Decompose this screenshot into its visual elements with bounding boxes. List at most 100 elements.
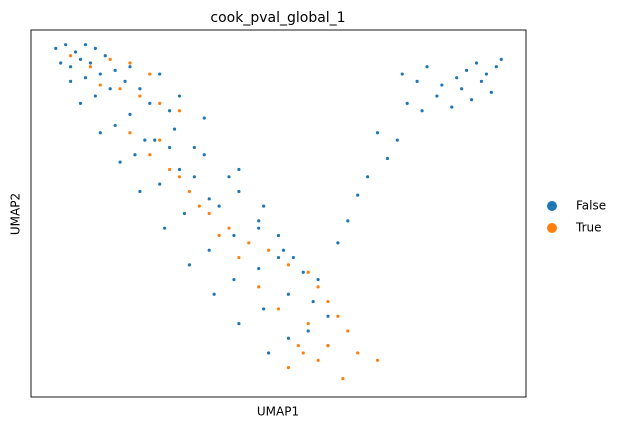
point bbox=[326, 344, 330, 348]
point bbox=[69, 65, 73, 69]
point bbox=[341, 377, 345, 381]
point bbox=[276, 307, 281, 311]
legend-marker bbox=[547, 223, 557, 233]
point bbox=[128, 112, 132, 117]
point bbox=[237, 189, 241, 194]
point bbox=[78, 101, 83, 105]
point bbox=[267, 248, 271, 252]
point bbox=[148, 72, 152, 76]
point bbox=[83, 76, 88, 80]
point bbox=[257, 266, 261, 271]
point bbox=[158, 138, 162, 142]
point bbox=[93, 46, 97, 50]
point bbox=[301, 270, 305, 274]
point bbox=[172, 127, 177, 131]
point bbox=[336, 241, 340, 245]
point bbox=[108, 87, 112, 91]
point bbox=[73, 50, 78, 54]
point bbox=[177, 94, 182, 98]
point bbox=[158, 101, 162, 105]
point bbox=[346, 219, 350, 223]
point bbox=[316, 358, 320, 362]
point bbox=[133, 153, 137, 157]
point bbox=[306, 270, 310, 274]
point bbox=[435, 94, 439, 98]
point bbox=[168, 167, 172, 172]
point bbox=[356, 193, 360, 197]
point bbox=[286, 263, 290, 267]
point bbox=[276, 255, 281, 260]
point bbox=[113, 68, 117, 72]
point bbox=[232, 277, 236, 282]
point bbox=[108, 57, 112, 61]
point bbox=[326, 314, 330, 318]
point bbox=[450, 105, 454, 109]
point bbox=[148, 101, 152, 105]
point bbox=[296, 344, 300, 348]
point bbox=[78, 57, 83, 61]
legend: False True bbox=[547, 199, 606, 235]
point bbox=[98, 131, 102, 135]
point bbox=[177, 167, 182, 172]
point bbox=[207, 248, 211, 252]
point bbox=[83, 43, 88, 47]
point bbox=[326, 299, 330, 304]
point bbox=[148, 153, 152, 157]
point bbox=[257, 226, 261, 230]
point bbox=[474, 61, 479, 65]
point bbox=[138, 87, 142, 91]
point bbox=[98, 83, 102, 87]
point bbox=[281, 248, 286, 252]
point bbox=[316, 277, 320, 282]
point bbox=[385, 156, 389, 161]
point bbox=[177, 175, 182, 179]
point bbox=[465, 68, 469, 72]
point bbox=[182, 211, 187, 216]
point bbox=[400, 72, 404, 76]
point bbox=[237, 255, 241, 260]
point bbox=[257, 219, 261, 223]
points bbox=[54, 43, 503, 381]
point bbox=[479, 79, 484, 83]
point bbox=[366, 175, 370, 179]
point bbox=[469, 98, 474, 102]
point bbox=[257, 285, 261, 289]
point bbox=[158, 182, 162, 186]
point bbox=[262, 307, 266, 311]
point bbox=[187, 189, 191, 194]
point bbox=[168, 109, 172, 113]
point bbox=[192, 145, 196, 150]
point bbox=[311, 299, 315, 304]
point bbox=[118, 160, 122, 164]
point bbox=[247, 241, 251, 245]
point bbox=[59, 61, 63, 65]
point bbox=[69, 54, 73, 58]
point bbox=[489, 90, 493, 94]
point bbox=[425, 65, 429, 69]
point bbox=[455, 76, 459, 80]
point bbox=[291, 255, 295, 260]
plot-frame bbox=[30, 29, 527, 398]
point bbox=[64, 43, 68, 47]
point bbox=[128, 61, 132, 65]
point bbox=[316, 285, 320, 289]
point bbox=[98, 72, 102, 76]
point bbox=[158, 72, 162, 76]
point bbox=[93, 94, 97, 98]
point bbox=[499, 57, 503, 61]
point bbox=[375, 358, 380, 362]
point bbox=[138, 94, 142, 98]
point bbox=[306, 329, 310, 333]
point bbox=[192, 175, 196, 179]
point bbox=[460, 87, 464, 91]
chart-title: cook_pval_global_1 bbox=[210, 10, 345, 26]
point bbox=[286, 336, 290, 340]
point bbox=[118, 87, 122, 91]
point bbox=[197, 204, 201, 208]
point bbox=[207, 211, 211, 216]
point bbox=[375, 131, 380, 135]
point bbox=[346, 329, 350, 333]
point bbox=[202, 153, 206, 157]
point bbox=[227, 175, 231, 179]
